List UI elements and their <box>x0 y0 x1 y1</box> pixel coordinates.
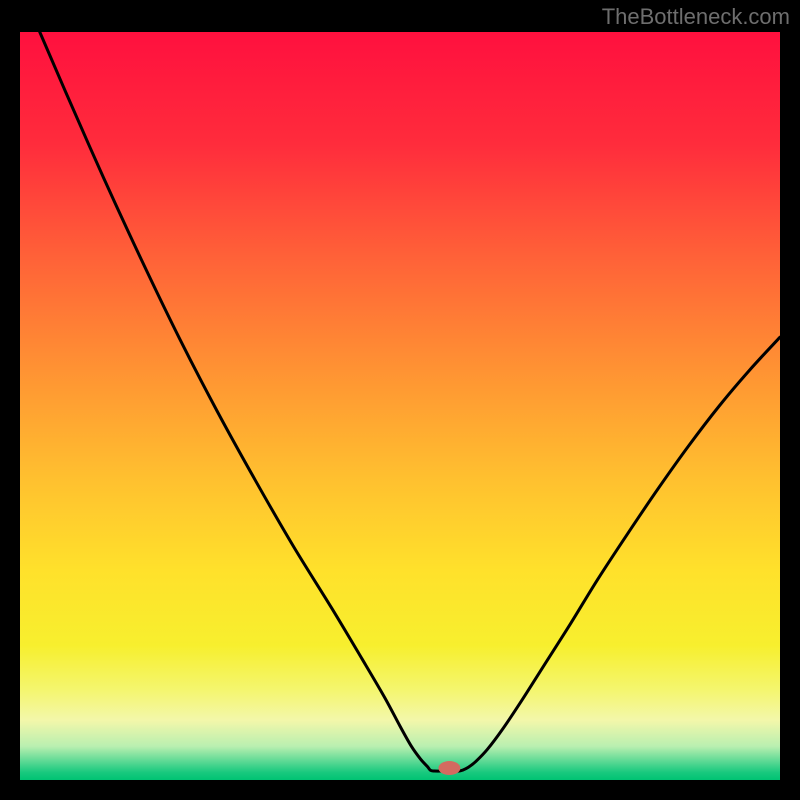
bottleneck-chart: TheBottleneck.com <box>0 0 800 800</box>
plot-area <box>0 0 800 800</box>
watermark-text: TheBottleneck.com <box>602 4 790 30</box>
gradient-background <box>20 32 780 780</box>
optimal-point-marker <box>438 761 460 775</box>
